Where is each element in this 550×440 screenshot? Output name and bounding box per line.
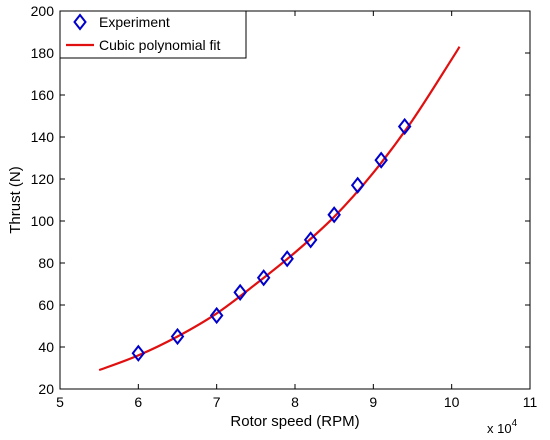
y-tick-label: 80 [38,255,54,271]
experiment-point [350,176,365,194]
x-axis-multiplier-exponent: 4 [512,418,518,429]
legend-box [59,10,247,59]
legend-label-fit: Cubic polynomial fit [99,37,220,53]
y-tick-label: 20 [38,381,54,397]
x-axis-multiplier-base: x 10 [487,421,512,436]
x-tick-label: 7 [213,394,221,410]
y-tick-label: 60 [38,297,54,313]
x-axis-label: Rotor speed (RPM) [230,413,359,430]
experiment-point [256,269,271,287]
x-tick-label: 11 [523,394,538,410]
y-tick-label: 200 [31,3,55,19]
experiment-point [209,306,224,325]
experiment-point [303,231,318,249]
x-axis-ticks: 5 6 7 8 9 10 11 [56,11,537,410]
experiment-point [374,151,388,169]
experiment-point [327,206,341,224]
fit-series [98,46,461,372]
fit-line [98,46,461,372]
y-tick-label: 40 [38,339,54,355]
legend-diamond-icon [73,13,87,31]
experiment-point [397,117,412,136]
y-axis-label: Thrust (N) [7,166,24,234]
y-tick-label: 120 [31,171,55,187]
x-tick-label: 5 [56,394,64,410]
y-tick-label: 180 [31,45,55,61]
experiment-point [233,283,247,302]
experiment-point [131,344,146,362]
legend-label-experiment: Experiment [99,14,170,30]
y-tick-label: 160 [31,87,55,103]
x-tick-label: 10 [444,394,460,410]
y-axis-ticks: 20 40 60 80 100 120 140 160 180 200 [31,3,530,397]
x-tick-label: 6 [134,394,142,410]
plot-frame [59,10,531,390]
legend: Experiment Cubic polynomial fit [59,10,247,59]
experiment-point [280,250,294,268]
x-tick-label: 9 [369,394,377,410]
y-tick-label: 100 [31,213,55,229]
x-axis-multiplier: x 104 [487,418,518,436]
experiment-point [170,327,185,346]
y-tick-label: 140 [31,129,55,145]
x-tick-label: 8 [291,394,299,410]
experiment-series [131,117,412,362]
